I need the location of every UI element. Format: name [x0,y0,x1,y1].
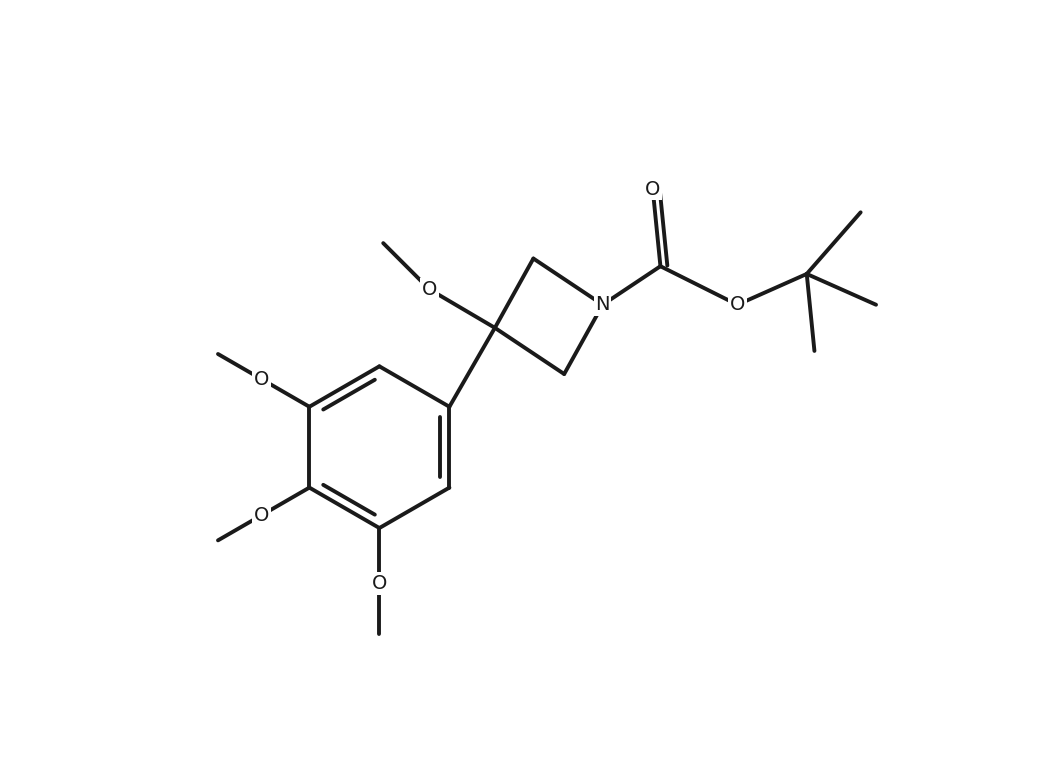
Text: N: N [596,295,610,314]
Text: O: O [253,370,269,389]
Text: O: O [730,295,745,314]
Text: O: O [421,280,437,299]
Text: O: O [371,574,387,593]
Text: O: O [645,180,660,199]
Text: O: O [253,506,269,525]
